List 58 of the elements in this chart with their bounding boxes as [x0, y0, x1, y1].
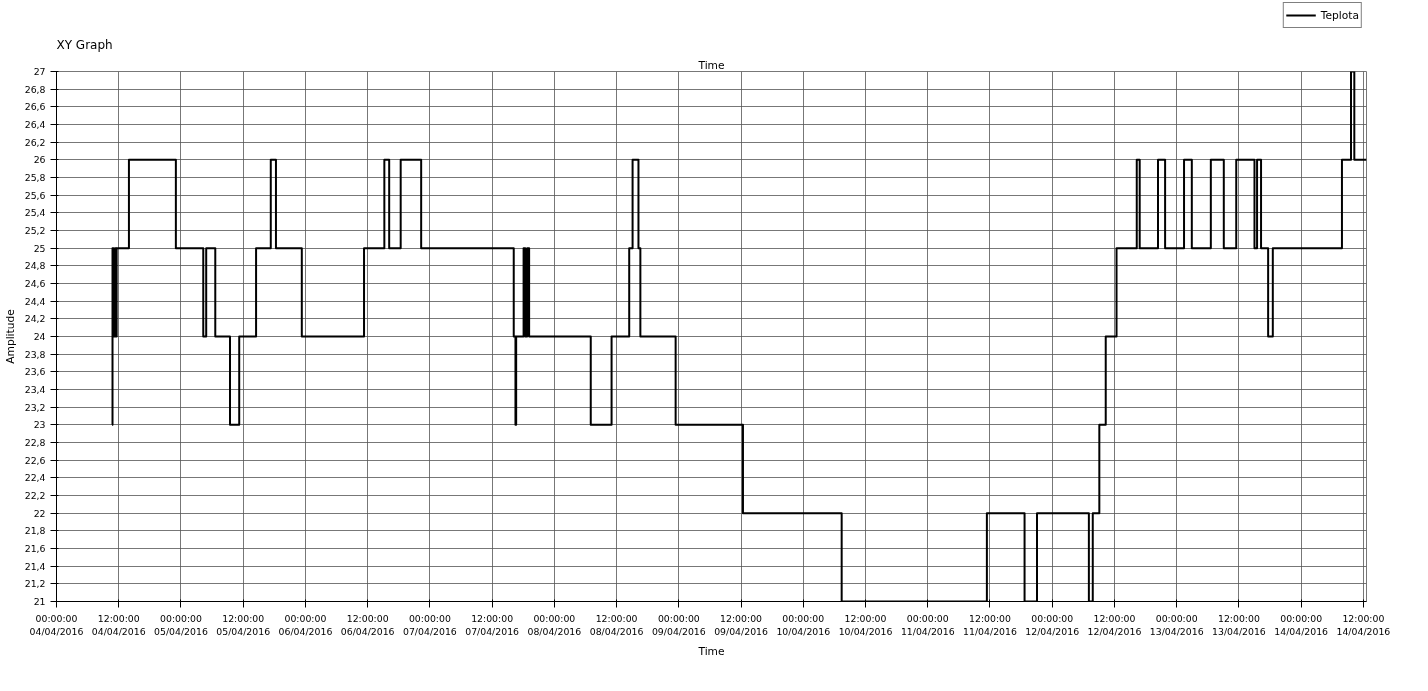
y-tick-label: 26,2 [24, 136, 46, 148]
x-tick-label: 12:00:00 12/04/2016 [1087, 612, 1142, 637]
y-tick-label: 24,8 [24, 260, 46, 272]
chart-title: XY Graph [56, 37, 113, 52]
x-tick-label: 12:00:00 13/04/2016 [1212, 612, 1266, 637]
x-tick-label: 12:00:00 08/04/2016 [589, 612, 644, 637]
x-tick-label: 00:00:00 09/04/2016 [651, 612, 706, 637]
y-tick-label: 26,8 [24, 83, 46, 95]
x-tick-label: 12:00:00 10/04/2016 [838, 612, 893, 637]
y-tick-label: 25,6 [24, 189, 46, 201]
y-tick-label: 21 [33, 596, 46, 607]
y-tick-label: 24 [33, 331, 46, 342]
y-tick-label: 22,8 [24, 437, 46, 448]
y-tick-label: 24,6 [24, 278, 46, 289]
x-tick-label: 00:00:00 08/04/2016 [527, 612, 582, 637]
y-tick-label: 22,2 [24, 490, 46, 501]
y-tick-label: 21,6 [24, 543, 46, 554]
x-tick-label: 00:00:00 14/04/2016 [1274, 612, 1329, 637]
x-tick-label: 12:00:00 04/04/2016 [91, 612, 146, 637]
y-tick-label: 22 [33, 507, 46, 519]
y-tick-label: 26,4 [24, 119, 46, 130]
x-tick-label: 12:00:00 09/04/2016 [714, 612, 769, 637]
y-tick-label: 25,2 [24, 225, 46, 236]
y-tick-label: 23,4 [24, 384, 46, 395]
y-tick-label: 23 [33, 419, 46, 431]
y-tick-label: 21,8 [24, 525, 46, 537]
x-tick-label: 12:00:00 07/04/2016 [465, 612, 520, 637]
x-tick-label: 00:00:00 12/04/2016 [1025, 612, 1080, 637]
y-tick-label: 21,4 [24, 560, 46, 572]
x-tick-label: 00:00:00 10/04/2016 [776, 612, 831, 637]
y-tick-label: 24,4 [24, 295, 46, 307]
x-tick-label: 12:00:00 14/04/2016 [1336, 612, 1391, 637]
x-tick-label: 00:00:00 13/04/2016 [1149, 612, 1204, 637]
y-tick-label: 23,2 [24, 401, 46, 413]
legend-label: Teplota [1320, 8, 1359, 22]
y-tick-label: 22,4 [24, 472, 46, 484]
y-tick-label: 23,6 [24, 366, 46, 378]
y-tick-label: 23,8 [24, 348, 46, 360]
y-tick-label: 21,2 [24, 578, 46, 590]
x-tick-label: 12:00:00 11/04/2016 [963, 612, 1017, 637]
y-tick-label: 25,4 [24, 207, 46, 219]
x-tick-label: 12:00:00 06/04/2016 [340, 612, 395, 637]
x-tick-label: 00:00:00 11/04/2016 [900, 612, 955, 637]
text: Time [697, 58, 725, 72]
x-tick-label: 00:00:00 07/04/2016 [403, 612, 457, 637]
x-axis-title: Time [697, 644, 725, 658]
y-tick-label: 26,6 [24, 101, 46, 113]
y-tick-label: 25,8 [24, 172, 46, 183]
x-tick-label: 00:00:00 04/04/2016 [29, 612, 84, 637]
y-tick-label: 22,6 [24, 454, 46, 466]
x-tick-label: 00:00:00 06/04/2016 [278, 612, 333, 637]
y-tick-label: 26 [33, 154, 46, 166]
y-tick-label: 24,2 [24, 313, 46, 325]
y-tick-label: 25 [33, 242, 46, 254]
x-tick-label: 00:00:00 05/04/2016 [154, 612, 208, 637]
y-tick-label: 27 [33, 66, 46, 77]
y-axis-title: Amplitude [3, 309, 17, 364]
x-tick-label: 12:00:00 05/04/2016 [216, 612, 271, 637]
